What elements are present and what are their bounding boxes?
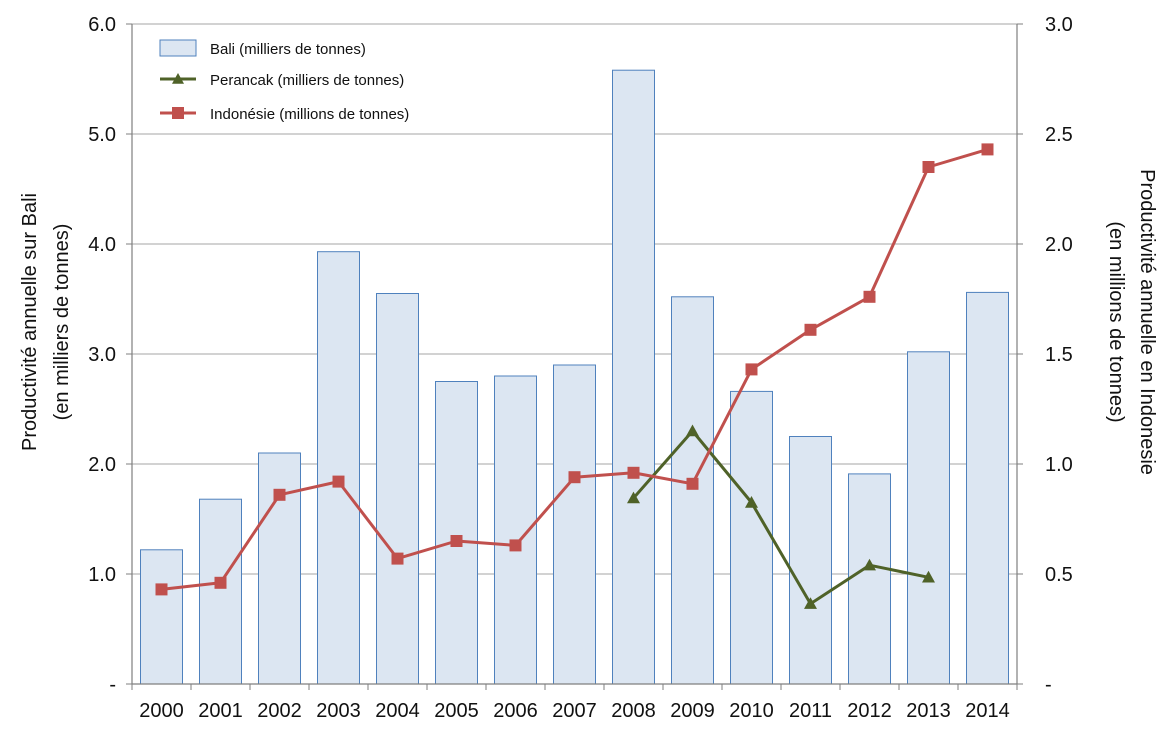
- bar-bali: [553, 364, 596, 685]
- bar-bali: [435, 381, 478, 685]
- legend-swatch-indonesie-marker: [172, 107, 184, 119]
- indonesie-point: [273, 488, 286, 501]
- legend-label: Perancak (milliers de tonnes): [210, 72, 404, 89]
- perancak-point: [627, 491, 640, 504]
- y-left-tick-label: 5.0: [88, 124, 116, 146]
- y-right-tick-label: 0.5: [1045, 564, 1073, 586]
- x-tick-label: 2011: [789, 700, 832, 722]
- x-tick-label: 2004: [375, 700, 420, 722]
- indonesie-point: [863, 290, 876, 303]
- indonesie-point: [804, 323, 817, 336]
- bar-bali: [671, 296, 714, 685]
- legend-label: Indonésie (millions de tonnes): [210, 106, 409, 123]
- bar-bali: [317, 251, 360, 685]
- y-left-tick-label: 4.0: [88, 234, 116, 256]
- perancak-line: [632, 429, 929, 606]
- x-tick-label: 2008: [611, 700, 656, 722]
- y-right-tick-label: 1.0: [1045, 454, 1073, 476]
- indonesie-point: [214, 576, 227, 589]
- x-tick-label: 2006: [493, 700, 538, 722]
- perancak-point: [804, 597, 817, 609]
- indonesie-point: [155, 583, 168, 596]
- x-tick-label: 2009: [670, 700, 715, 722]
- legend-swatch-bali: [159, 39, 197, 57]
- bar-bali: [907, 351, 950, 685]
- y-right-tick-label: -: [1045, 674, 1052, 696]
- bar-bali: [730, 390, 773, 685]
- axes: [126, 23, 1023, 690]
- x-tick-label: 2007: [552, 700, 597, 722]
- y-left-axis-title-line2: (en milliers de tonnes): [51, 224, 73, 421]
- bar-bali: [789, 436, 832, 685]
- bar-bali: [140, 549, 183, 685]
- bar-bali: [258, 452, 301, 685]
- indonesie-point: [391, 552, 404, 565]
- y-left-tick-label: 1.0: [88, 564, 116, 586]
- indonesie-point: [568, 471, 581, 484]
- x-tick-label: 2001: [198, 700, 243, 722]
- x-tick-label: 2005: [434, 700, 479, 722]
- x-tick-label: 2013: [906, 700, 951, 722]
- tick-labels: 2000 2001 2002 2003 2004 2005 2006 2007 2008 2009…: [88, 14, 1073, 722]
- indonesie-point: [509, 539, 522, 552]
- bar-bali: [966, 291, 1009, 685]
- y-right-axis-title-line1: Productivité annuelle en Indonesie: [1136, 169, 1158, 475]
- legend: Bali (milliers de tonnes) Perancak (milli…: [159, 39, 409, 123]
- legend-swatch-perancak-marker: [172, 73, 184, 84]
- bali-bars: [140, 69, 1009, 685]
- y-right-tick-label: 1.5: [1045, 344, 1073, 366]
- bar-bali: [612, 69, 655, 685]
- indonesie-point: [981, 143, 994, 156]
- y-right-tick-label: 2.0: [1045, 234, 1073, 256]
- indonesie-point: [627, 466, 640, 479]
- perancak-point: [863, 558, 876, 571]
- x-tick-label: 2012: [847, 700, 892, 722]
- x-tick-label: 2014: [965, 700, 1010, 722]
- y-left-tick-label: 3.0: [88, 344, 116, 366]
- indonesie-point: [686, 477, 699, 490]
- y-right-tick-label: 2.5: [1045, 124, 1073, 146]
- indonesie-point: [332, 475, 345, 488]
- perancak-point: [686, 424, 699, 437]
- bar-bali: [376, 293, 419, 685]
- y-left-tick-label: 2.0: [88, 454, 116, 476]
- y-left-tick-label: -: [109, 674, 116, 696]
- line-series: [155, 143, 994, 609]
- bar-bali: [199, 498, 242, 685]
- legend-label: Bali (milliers de tonnes): [210, 41, 366, 58]
- y-right-tick-label: 3.0: [1045, 14, 1073, 36]
- x-tick-label: 2002: [257, 700, 302, 722]
- y-left-tick-label: 6.0: [88, 14, 116, 36]
- x-tick-label: 2000: [139, 700, 184, 722]
- x-tick-label: 2003: [316, 700, 361, 722]
- y-right-axis-title-line2: (en millions de tonnes): [1105, 221, 1127, 422]
- indonesie-point: [450, 535, 463, 547]
- indonesie-point: [922, 161, 935, 173]
- perancak-point: [922, 570, 935, 583]
- indonesie-point: [745, 363, 758, 376]
- perancak-point: [745, 496, 758, 508]
- x-tick-label: 2010: [729, 700, 774, 722]
- y-left-axis-title-line1: Productivité annuelle sur Bali: [19, 193, 41, 451]
- bar-bali: [848, 473, 891, 685]
